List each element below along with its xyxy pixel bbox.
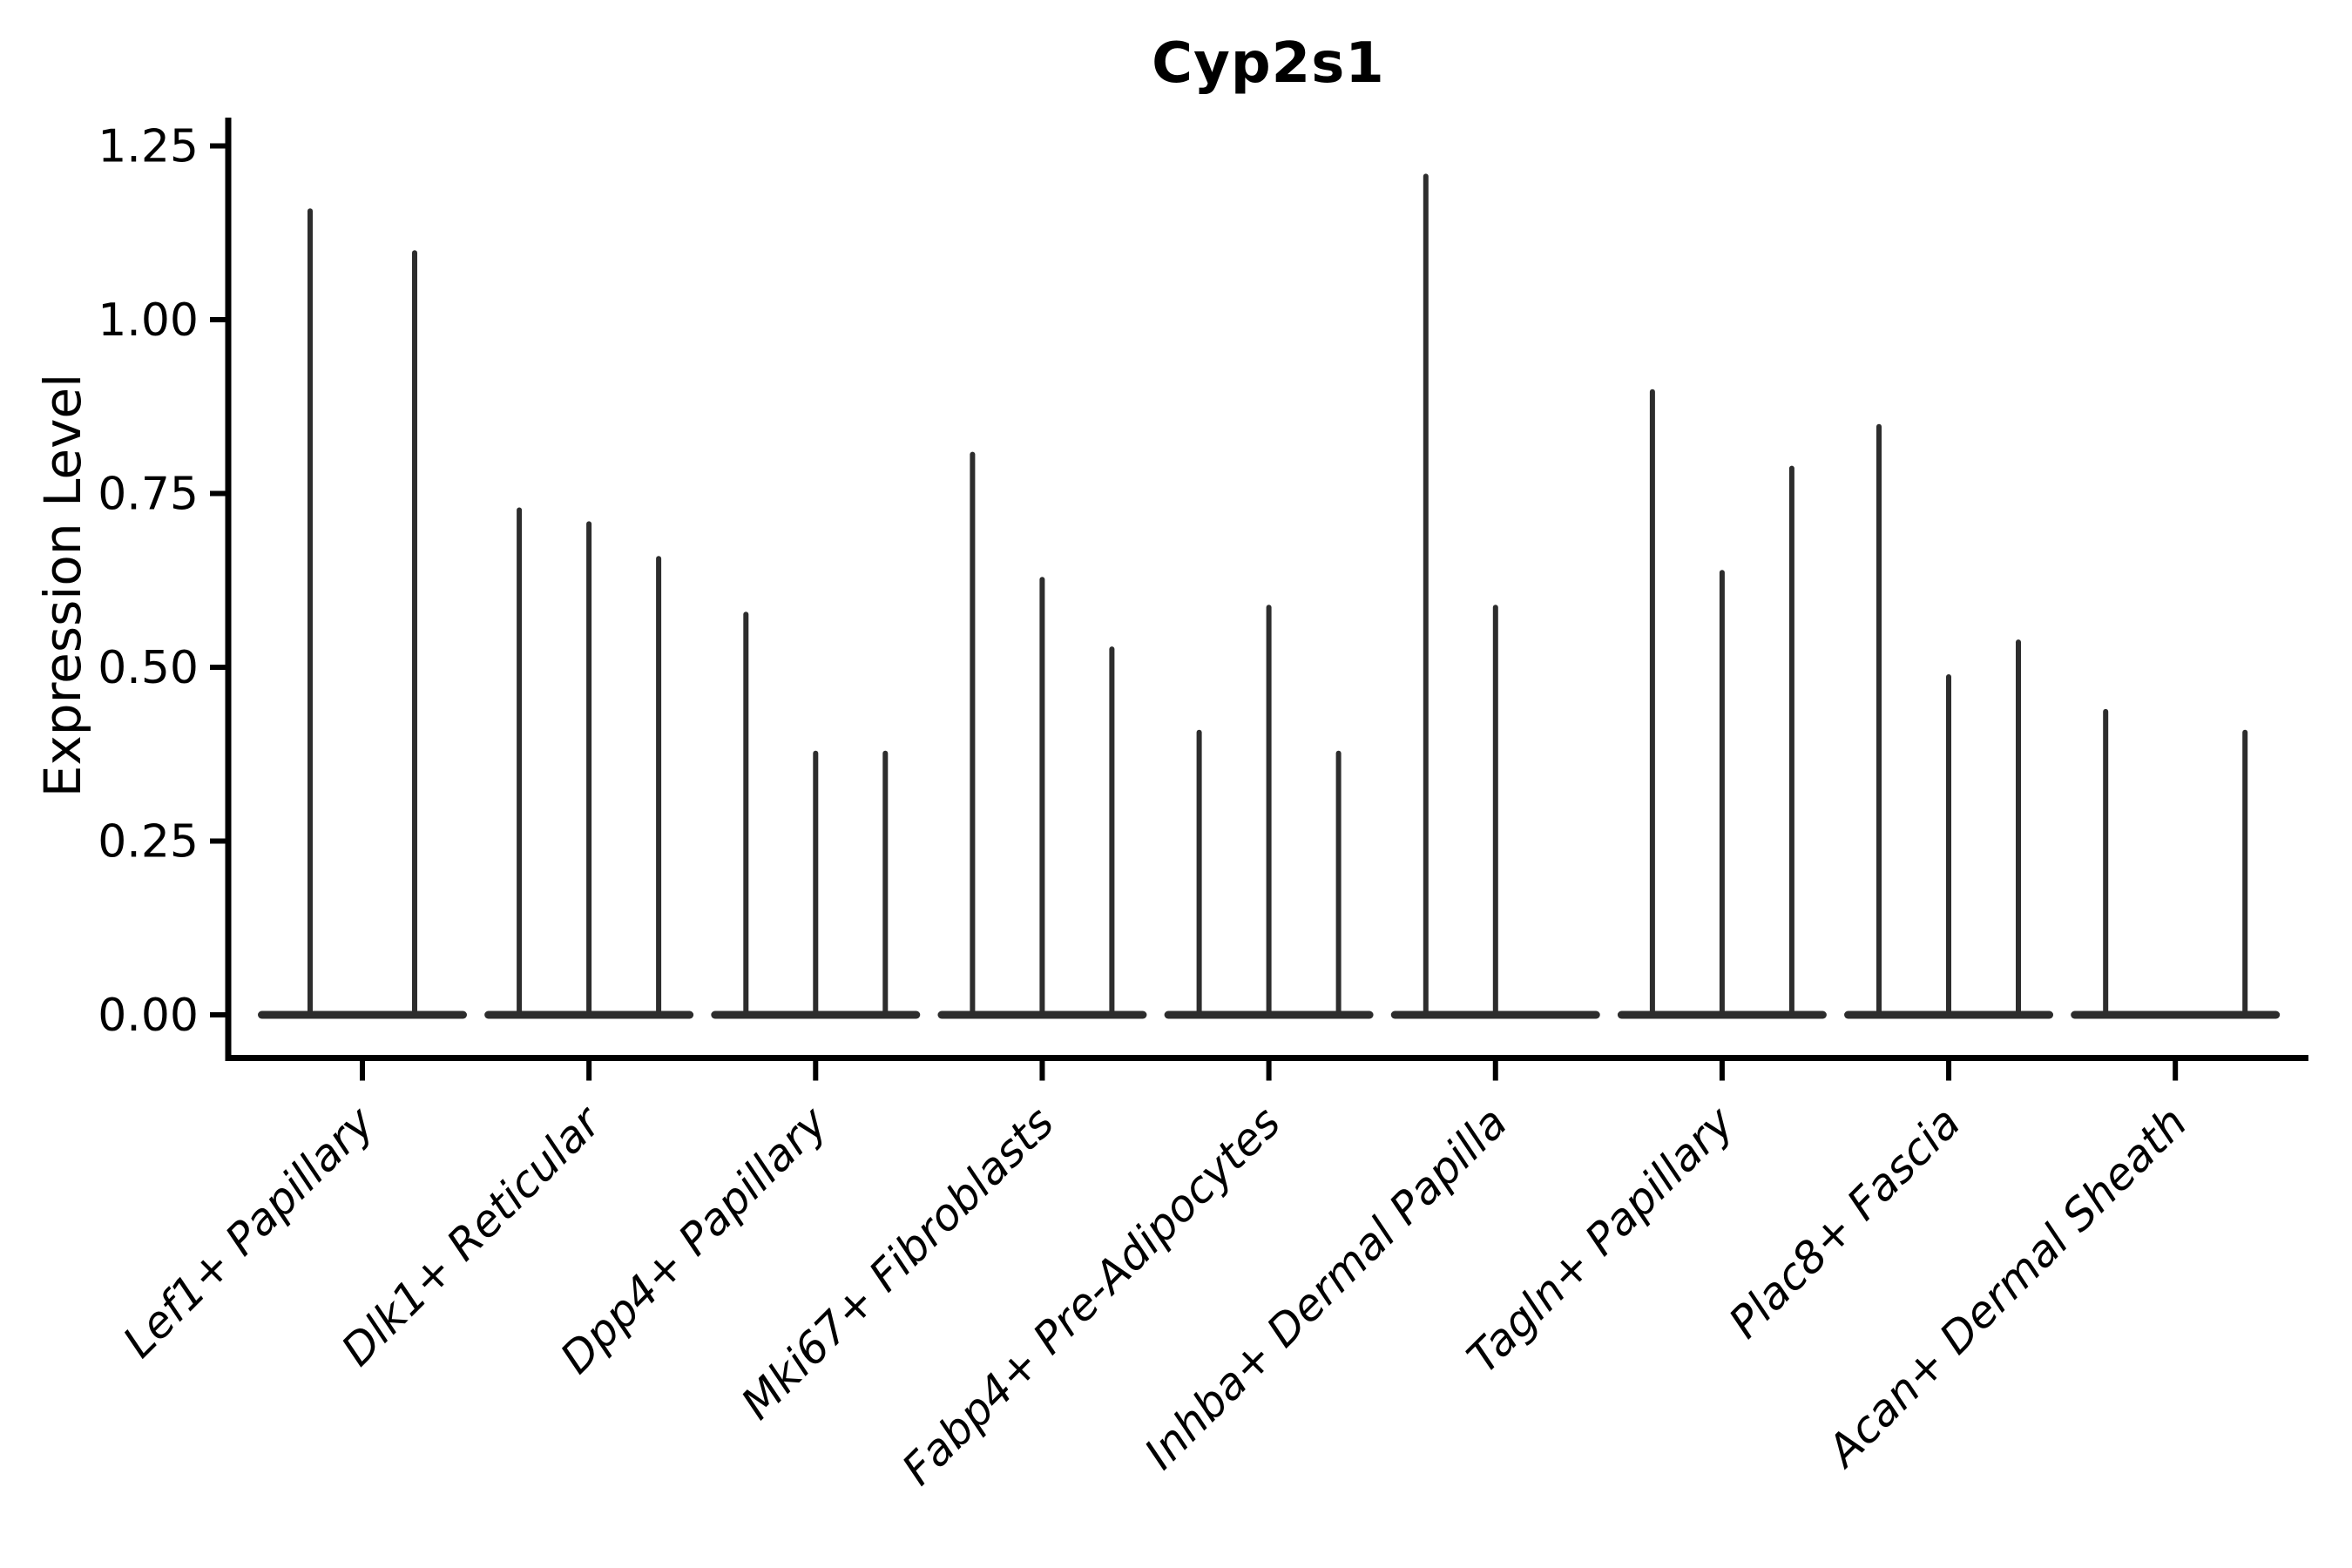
x-tick-label: Plac8+ Fascia [1720, 1097, 1970, 1348]
violin-spike [2016, 639, 2021, 1019]
y-tick-label: 0.00 [98, 990, 199, 1042]
violin-spike [1876, 423, 1882, 1019]
violin-spike [1266, 605, 1272, 1019]
violin-base [1390, 1010, 1600, 1019]
violin-spike [1109, 646, 1115, 1019]
violin-spike [813, 750, 819, 1019]
violin-base [2071, 1010, 2281, 1019]
y-tick-label: 0.50 [98, 642, 199, 694]
violin-spike [2242, 729, 2248, 1019]
x-tick-label: Inhba+ Dermal Papilla [1135, 1097, 1517, 1478]
violin-spike [308, 208, 313, 1019]
violin-spike [1196, 729, 1202, 1019]
x-tick-label: Acan+ Dermal Sheath [1816, 1097, 2197, 1477]
violin-spike [1423, 173, 1429, 1019]
violin-spike [1335, 750, 1342, 1019]
violin-spike [656, 556, 662, 1019]
violin-base [711, 1010, 921, 1019]
violin-base [1164, 1010, 1374, 1019]
violin-spike [882, 750, 889, 1019]
violin-spike [1946, 674, 1951, 1019]
violin-spike [1492, 605, 1498, 1019]
violin-spike [2103, 708, 2109, 1019]
violin-base [258, 1010, 467, 1019]
violin-spike [743, 612, 749, 1019]
y-tick-label: 0.25 [98, 816, 199, 868]
violin-spike [970, 451, 976, 1019]
x-tick-label: Fabp4+ Pre-Adipocytes [893, 1097, 1291, 1495]
violin-spike [1788, 465, 1794, 1019]
violin-base [1617, 1010, 1827, 1019]
y-tick-label: 0.75 [98, 469, 199, 521]
y-tick-label: 1.00 [98, 294, 199, 347]
violin-base [1844, 1010, 2054, 1019]
y-tick-label: 1.25 [98, 121, 199, 173]
violin-spike [412, 250, 417, 1019]
chart-title: Cyp2s1 [1152, 31, 1385, 96]
violin-spike [586, 521, 592, 1019]
violin-spike [1719, 570, 1725, 1019]
violin-base [937, 1010, 1147, 1019]
violin-base [484, 1010, 694, 1019]
violin-spike [1039, 577, 1045, 1019]
violin-spike [517, 507, 523, 1019]
violin-spike [1649, 389, 1655, 1019]
